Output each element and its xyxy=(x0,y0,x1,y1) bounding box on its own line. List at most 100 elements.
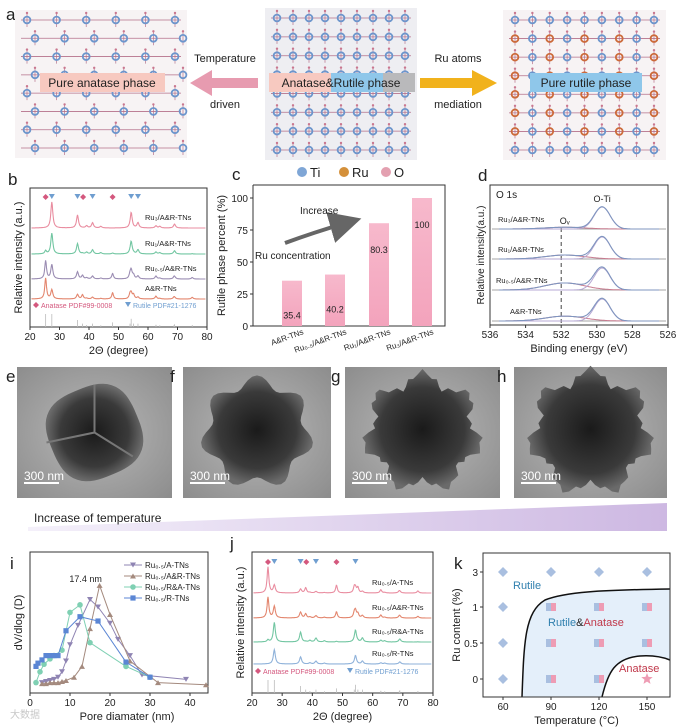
anatase-lattice: Pure anatase phase xyxy=(15,10,188,158)
ru-atom xyxy=(510,34,520,43)
o-atom xyxy=(55,11,58,15)
x-axis-label: 2Θ (degree) xyxy=(89,345,148,357)
o-atom xyxy=(85,48,88,51)
o-atom xyxy=(513,30,517,33)
x-axis-label: Temperature (°C) xyxy=(534,715,618,727)
y-tick-label: 0 xyxy=(242,322,248,333)
series-label: Ru₃/A&R-TNs xyxy=(145,213,192,222)
rutile-legend-icon xyxy=(347,668,353,673)
rutile-boundary-curve xyxy=(521,588,671,698)
o-atom xyxy=(583,141,586,145)
o-atom xyxy=(181,103,185,106)
scale-bar-label: 300 nm xyxy=(24,469,64,483)
ti-atom xyxy=(632,108,641,118)
o1s-title: O 1s xyxy=(496,190,517,201)
o-atom xyxy=(25,84,29,88)
o-atom xyxy=(548,30,551,33)
xps-envelope-curve xyxy=(498,297,660,322)
ti-atom xyxy=(320,32,330,42)
o-atom xyxy=(339,47,343,50)
data-point xyxy=(55,674,61,680)
legend-label: Ru₀.₅/R-TNs xyxy=(145,594,189,603)
ti-atom xyxy=(384,107,394,117)
o-atom xyxy=(387,141,391,145)
data-point xyxy=(51,653,57,659)
o-atom xyxy=(323,47,327,50)
anatase-region xyxy=(602,655,670,697)
o-atom xyxy=(173,48,177,51)
o-atom xyxy=(531,30,534,33)
o-atom xyxy=(323,9,327,13)
mixed-phase-point xyxy=(546,675,556,683)
o-atom xyxy=(307,122,311,126)
ti-atom xyxy=(111,125,121,135)
ti-atom xyxy=(81,15,91,25)
o-atom xyxy=(618,48,621,52)
series-1: Ru₀.₅/A&R-TNs xyxy=(39,572,209,688)
data-point xyxy=(123,659,129,665)
bar xyxy=(282,280,302,326)
o-atom xyxy=(600,30,604,33)
o-atom xyxy=(323,28,327,32)
o-atom xyxy=(152,66,155,70)
xps-envelope-curve xyxy=(498,206,660,230)
ti-atom xyxy=(111,15,121,25)
o-atom xyxy=(355,122,359,126)
ti-atom xyxy=(384,145,394,155)
x-tick-label: 40 xyxy=(307,698,319,709)
series-label: Ru₀.₅/A&R-TNs xyxy=(496,276,548,285)
ti-atom xyxy=(580,15,589,25)
rutile-point xyxy=(642,567,652,577)
o-atom xyxy=(275,141,279,145)
ti-atom xyxy=(528,15,537,25)
o-atom xyxy=(513,123,517,126)
ti-atom xyxy=(352,32,362,42)
ru-mediation-arrow xyxy=(420,70,497,96)
ru-atom xyxy=(614,52,624,62)
o-atom xyxy=(403,66,407,69)
anatase-point-star xyxy=(641,673,653,684)
data-point xyxy=(67,609,73,616)
bar-value-label: 35.4 xyxy=(283,311,301,321)
data-point xyxy=(147,674,153,680)
o-atom xyxy=(33,30,37,33)
ti-atom xyxy=(562,127,572,136)
ti-atom xyxy=(304,13,314,23)
ti-atom xyxy=(288,126,298,136)
ti-atom xyxy=(400,126,410,136)
anatase-marker xyxy=(333,559,340,565)
ti-atom xyxy=(119,33,129,43)
label-part: Rutile xyxy=(334,76,365,90)
o-atom xyxy=(339,104,343,107)
data-point xyxy=(33,679,39,686)
y-tick-label: 1 xyxy=(472,603,478,614)
o-atom xyxy=(403,122,407,126)
o-atom xyxy=(339,141,343,145)
o-atom xyxy=(144,48,147,51)
ti-atom xyxy=(614,15,624,25)
increase-arrow xyxy=(284,212,362,245)
data-point xyxy=(107,620,113,626)
o-atom xyxy=(371,9,375,13)
o-atom xyxy=(600,67,604,70)
nanosphere xyxy=(527,365,654,493)
o-atom xyxy=(583,48,586,52)
ti-atom xyxy=(320,126,330,136)
series-label: Ru₃/A&R-TNs xyxy=(498,215,545,224)
x-tick-label: 10 xyxy=(64,698,76,709)
panel-label-a: a xyxy=(6,5,16,24)
y-tick-label: 50 xyxy=(237,258,249,269)
ti-atom xyxy=(149,33,158,43)
ti-atom xyxy=(562,145,572,155)
ti-atom xyxy=(597,145,607,155)
o-atom xyxy=(583,67,586,70)
x-tick-label: 0 xyxy=(27,698,33,709)
x-tick-label: 50 xyxy=(337,698,349,709)
ti-atom xyxy=(52,125,61,135)
rutile-point xyxy=(498,567,508,577)
ti-atom xyxy=(288,107,298,117)
o-atom xyxy=(25,48,29,51)
mixed-phase-point xyxy=(594,675,604,683)
ti-atom xyxy=(178,107,188,116)
